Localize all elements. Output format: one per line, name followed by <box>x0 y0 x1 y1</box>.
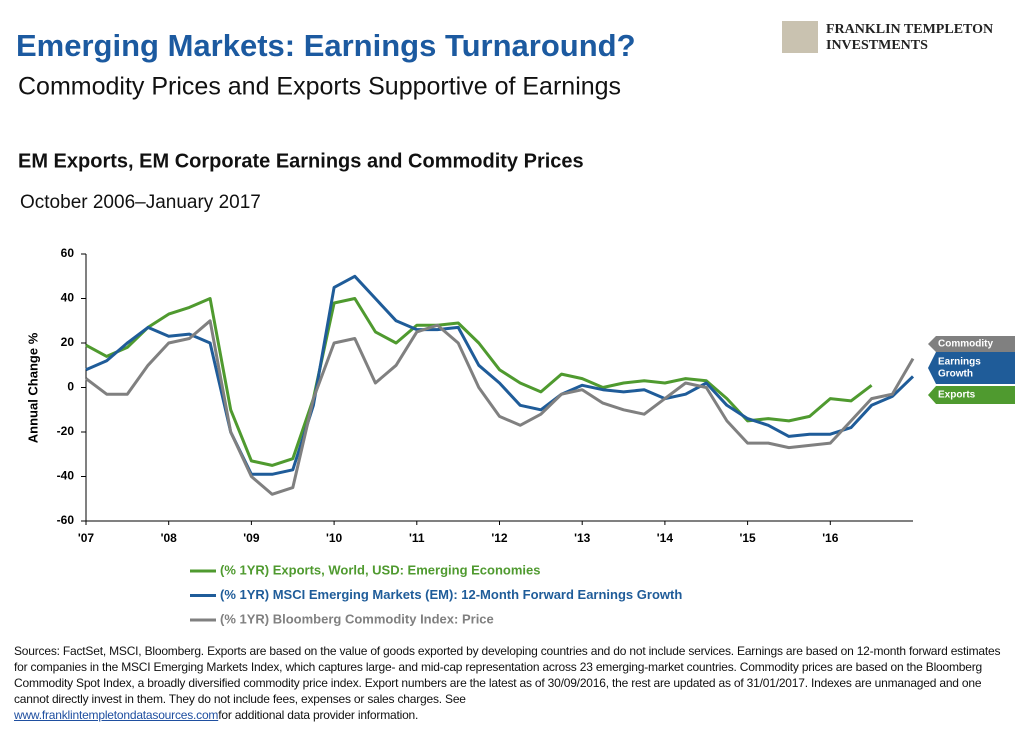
x-tick-label: '15 <box>739 531 756 545</box>
series-line <box>85 297 873 467</box>
series-line <box>85 319 915 496</box>
legend-label: (% 1YR) Bloomberg Commodity Index: Price <box>220 611 494 626</box>
slide-subtitle: Commodity Prices and Exports Supportive … <box>18 73 621 101</box>
end-tag-label: Exports <box>938 390 976 401</box>
x-tick-label: '16 <box>822 531 839 545</box>
y-tick-label: -60 <box>57 513 75 527</box>
x-tick-label: '08 <box>161 531 178 545</box>
x-tick-label: '13 <box>574 531 591 545</box>
end-tag-label: Commodity <box>938 339 993 350</box>
x-tick-label: '14 <box>657 531 674 545</box>
chart: Emerging Markets: Earnings Turnaround? C… <box>16 21 1015 626</box>
sources-text: Sources: FactSet, MSCI, Bloomberg. Expor… <box>14 644 1001 706</box>
x-tick-label: '07 <box>78 531 95 545</box>
chart-title: EM Exports, EM Corporate Earnings and Co… <box>18 150 584 172</box>
sources-suffix: for additional data provider information… <box>218 708 419 722</box>
legend-label: (% 1YR) Exports, World, USD: Emerging Ec… <box>220 562 540 577</box>
end-tag <box>928 386 1015 404</box>
y-tick-label: -20 <box>57 424 75 438</box>
y-tick-label: 0 <box>67 380 74 394</box>
link[interactable]: www.franklintempletondatasources.com <box>14 708 219 722</box>
x-tick-label: '11 <box>409 531 425 545</box>
end-tag <box>928 352 1015 384</box>
y-tick-label: 40 <box>61 291 75 305</box>
y-tick-label: 60 <box>61 246 75 260</box>
chart-subtitle: October 2006–January 2017 <box>20 192 261 213</box>
logo-text: INVESTMENTS <box>826 38 928 53</box>
sources: Sources: FactSet, MSCI, Bloomberg. Expor… <box>14 643 1004 723</box>
y-axis-label: Annual Change % <box>25 332 40 443</box>
y-tick-label: -40 <box>57 469 75 483</box>
x-tick-label: '09 <box>243 531 260 545</box>
y-tick-label: 20 <box>61 335 75 349</box>
slide-title: Emerging Markets: Earnings Turnaround? <box>16 28 636 63</box>
logo-icon <box>782 21 818 53</box>
legend-label: (% 1YR) MSCI Emerging Markets (EM): 12-M… <box>220 587 682 602</box>
end-tag <box>928 336 1015 352</box>
logo-text: FRANKLIN TEMPLETON <box>826 22 993 37</box>
x-tick-label: '12 <box>491 531 508 545</box>
end-tag-label: Growth <box>938 369 973 380</box>
x-tick-label: '10 <box>326 531 343 545</box>
end-tag-label: Earnings <box>938 357 981 368</box>
